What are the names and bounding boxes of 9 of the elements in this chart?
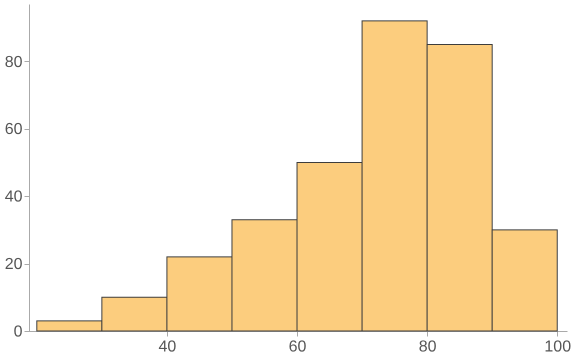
y-tick-label: 80 bbox=[4, 54, 23, 71]
y-tick-label: 0 bbox=[14, 324, 23, 340]
y-tick-label: 40 bbox=[4, 188, 23, 206]
x-tick-label: 80 bbox=[418, 338, 437, 356]
x-tick-label: 100 bbox=[544, 338, 572, 356]
x-tick-label: 40 bbox=[158, 338, 176, 356]
x-tick-label: 60 bbox=[288, 338, 307, 356]
y-tick-label: 20 bbox=[4, 256, 23, 274]
y-tick-label: 60 bbox=[4, 121, 23, 138]
